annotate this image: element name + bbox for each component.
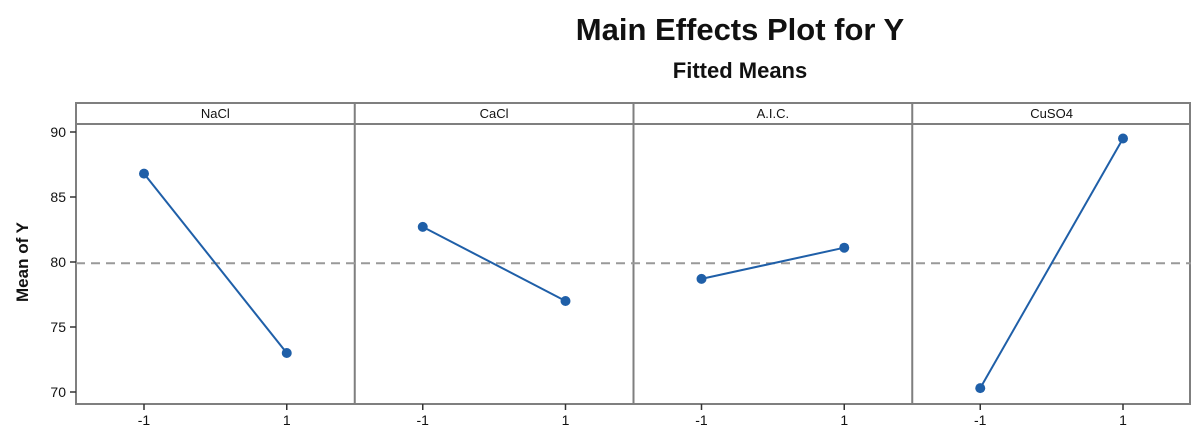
x-tick-label: 1 [1119,412,1127,428]
y-tick-label: 75 [50,319,66,335]
data-point [696,273,707,284]
x-tick-label: -1 [695,412,708,428]
x-tick-label: 1 [283,412,291,428]
x-tick-label: -1 [974,412,987,428]
y-axis-label: Mean of Y [13,221,32,302]
y-tick-label: 85 [50,189,66,205]
data-point [417,221,428,232]
data-point [839,242,850,253]
data-point [975,383,986,394]
effect-line [143,172,288,354]
x-tick-label: -1 [417,412,430,428]
panel-strip-label: A.I.C. [757,106,790,121]
effect-line [422,226,566,302]
y-tick-label: 80 [50,254,66,270]
data-point [560,296,571,306]
x-tick-label: -1 [138,412,151,428]
panel-strip-label: CaCl [480,106,509,121]
chart-title: Main Effects Plot for Y [575,12,905,47]
effect-line [979,138,1124,389]
data-point [1118,133,1128,144]
chart-subtitle: Fitted Means [672,58,808,83]
effect-line [701,246,845,280]
x-tick-label: 1 [562,412,570,428]
x-tick-label: 1 [840,412,848,428]
y-tick-label: 90 [50,124,66,140]
data-point [139,168,149,179]
panel-strip-label: NaCl [201,106,230,121]
panel-strip-label: CuSO4 [1030,106,1073,121]
y-tick-label: 70 [50,384,66,400]
data-point [281,348,292,358]
